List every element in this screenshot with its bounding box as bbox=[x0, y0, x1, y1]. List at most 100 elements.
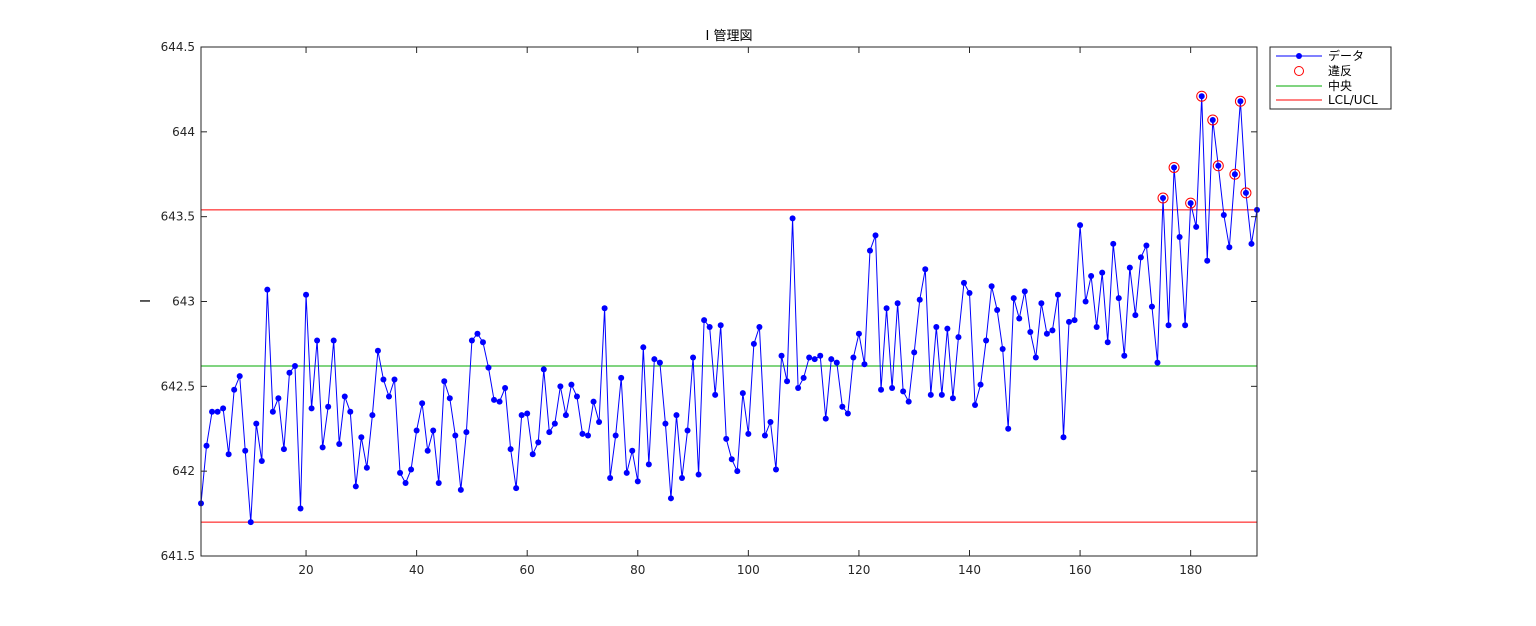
data-point bbox=[739, 390, 746, 397]
data-point bbox=[900, 388, 907, 395]
data-point bbox=[518, 412, 525, 419]
data-point bbox=[1032, 354, 1039, 361]
data-point bbox=[535, 439, 542, 446]
data-point bbox=[585, 432, 592, 439]
plot-area-frame bbox=[200, 46, 1258, 557]
data-point bbox=[822, 415, 829, 422]
data-point bbox=[1248, 240, 1255, 247]
data-point bbox=[811, 356, 818, 363]
data-point bbox=[817, 352, 824, 359]
data-point bbox=[1165, 322, 1172, 329]
data-point bbox=[872, 232, 879, 239]
data-point bbox=[380, 376, 387, 383]
data-point bbox=[430, 427, 437, 434]
data-point bbox=[684, 427, 691, 434]
data-point bbox=[214, 408, 221, 415]
data-point bbox=[540, 366, 547, 373]
data-point bbox=[573, 393, 580, 400]
data-point bbox=[1038, 300, 1045, 307]
x-tick-label: 180 bbox=[1179, 563, 1202, 577]
x-tick-label: 140 bbox=[958, 563, 981, 577]
data-point bbox=[723, 435, 730, 442]
data-point bbox=[1066, 318, 1073, 325]
y-tick-label: 642 bbox=[172, 464, 195, 478]
data-point bbox=[1071, 317, 1078, 324]
violation-marker bbox=[1229, 168, 1241, 180]
data-point bbox=[839, 403, 846, 410]
data-point bbox=[1132, 312, 1139, 319]
data-point bbox=[607, 474, 614, 481]
data-point bbox=[972, 401, 979, 408]
data-point bbox=[640, 344, 647, 351]
data-point bbox=[712, 391, 719, 398]
violation-marker bbox=[1185, 197, 1197, 209]
data-point bbox=[745, 430, 752, 437]
data-point bbox=[479, 339, 486, 346]
data-point bbox=[690, 354, 697, 361]
data-point bbox=[297, 505, 304, 512]
data-point bbox=[247, 519, 254, 526]
data-point bbox=[1220, 211, 1227, 218]
data-series-line bbox=[200, 96, 1258, 523]
legend-label-violation: 違反 bbox=[1328, 64, 1352, 78]
y-tick-label: 641.5 bbox=[161, 549, 195, 563]
data-point bbox=[662, 420, 669, 427]
data-point bbox=[651, 356, 658, 363]
data-point bbox=[264, 286, 271, 293]
data-point bbox=[889, 385, 896, 392]
data-point bbox=[905, 398, 912, 405]
data-point bbox=[1010, 295, 1017, 302]
y-tick-label: 643 bbox=[172, 295, 195, 309]
data-point bbox=[983, 337, 990, 344]
data-point bbox=[1054, 291, 1061, 298]
data-point bbox=[1237, 98, 1244, 105]
x-tick-label: 60 bbox=[520, 563, 535, 577]
data-point bbox=[1082, 298, 1089, 305]
violation-marker bbox=[1212, 160, 1224, 172]
data-point bbox=[1137, 254, 1144, 261]
data-point bbox=[960, 279, 967, 286]
data-point bbox=[833, 359, 840, 366]
data-point bbox=[590, 398, 597, 405]
data-point bbox=[496, 398, 503, 405]
data-point bbox=[203, 442, 210, 449]
data-point bbox=[673, 412, 680, 419]
data-point bbox=[1126, 264, 1133, 271]
data-point bbox=[474, 330, 481, 337]
data-point bbox=[949, 395, 956, 402]
data-point bbox=[728, 456, 735, 463]
data-point bbox=[568, 381, 575, 388]
data-point bbox=[369, 412, 376, 419]
data-point bbox=[502, 385, 509, 392]
data-point bbox=[618, 374, 625, 381]
violation-marker bbox=[1207, 114, 1219, 126]
data-point bbox=[551, 420, 558, 427]
data-point bbox=[717, 322, 724, 329]
data-point bbox=[308, 405, 315, 412]
data-point bbox=[385, 393, 392, 400]
violation-marker bbox=[1240, 187, 1252, 199]
data-point bbox=[922, 266, 929, 273]
data-point bbox=[596, 418, 603, 425]
data-point bbox=[441, 378, 448, 385]
data-point bbox=[457, 486, 464, 493]
data-point bbox=[784, 378, 791, 385]
data-point bbox=[1043, 330, 1050, 337]
data-point bbox=[1231, 171, 1238, 178]
data-point bbox=[363, 464, 370, 471]
data-point bbox=[927, 391, 934, 398]
data-point bbox=[236, 373, 243, 380]
data-point bbox=[546, 429, 553, 436]
data-point bbox=[1160, 195, 1167, 202]
data-point bbox=[374, 347, 381, 354]
data-point bbox=[756, 323, 763, 330]
legend-label-data: データ bbox=[1328, 48, 1364, 63]
data-point bbox=[938, 391, 945, 398]
data-point bbox=[695, 471, 702, 478]
data-point bbox=[286, 369, 293, 376]
data-point bbox=[772, 466, 779, 473]
data-point bbox=[319, 444, 326, 451]
data-point bbox=[358, 434, 365, 441]
data-point bbox=[1204, 257, 1211, 264]
data-point bbox=[341, 393, 348, 400]
